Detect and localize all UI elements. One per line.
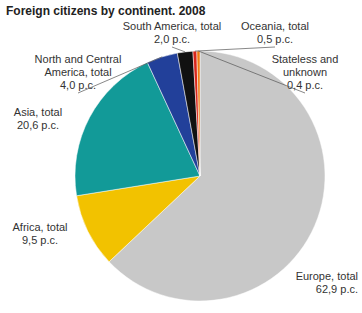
svg-text:Europe, total62,9 p.c.: Europe, total62,9 p.c. bbox=[296, 270, 358, 295]
svg-text:North and CentralAmerica, tota: North and CentralAmerica, total4,0 p.c. bbox=[35, 53, 122, 91]
svg-text:Africa, total9,5 p.c.: Africa, total9,5 p.c. bbox=[12, 221, 67, 246]
svg-text:South America, total2,0 p.c.: South America, total2,0 p.c. bbox=[123, 20, 221, 45]
html-text:Foreign citizens by continent.: Foreign citizens by continent. 2008 bbox=[6, 4, 206, 18]
svg-text:Stateless andunknown0,4 p.c.: Stateless andunknown0,4 p.c. bbox=[272, 53, 339, 91]
svg-text:Asia, total20,6 p.c.: Asia, total20,6 p.c. bbox=[14, 106, 62, 131]
svg-text:Oceania, total0,5 p.c.: Oceania, total0,5 p.c. bbox=[241, 20, 309, 45]
